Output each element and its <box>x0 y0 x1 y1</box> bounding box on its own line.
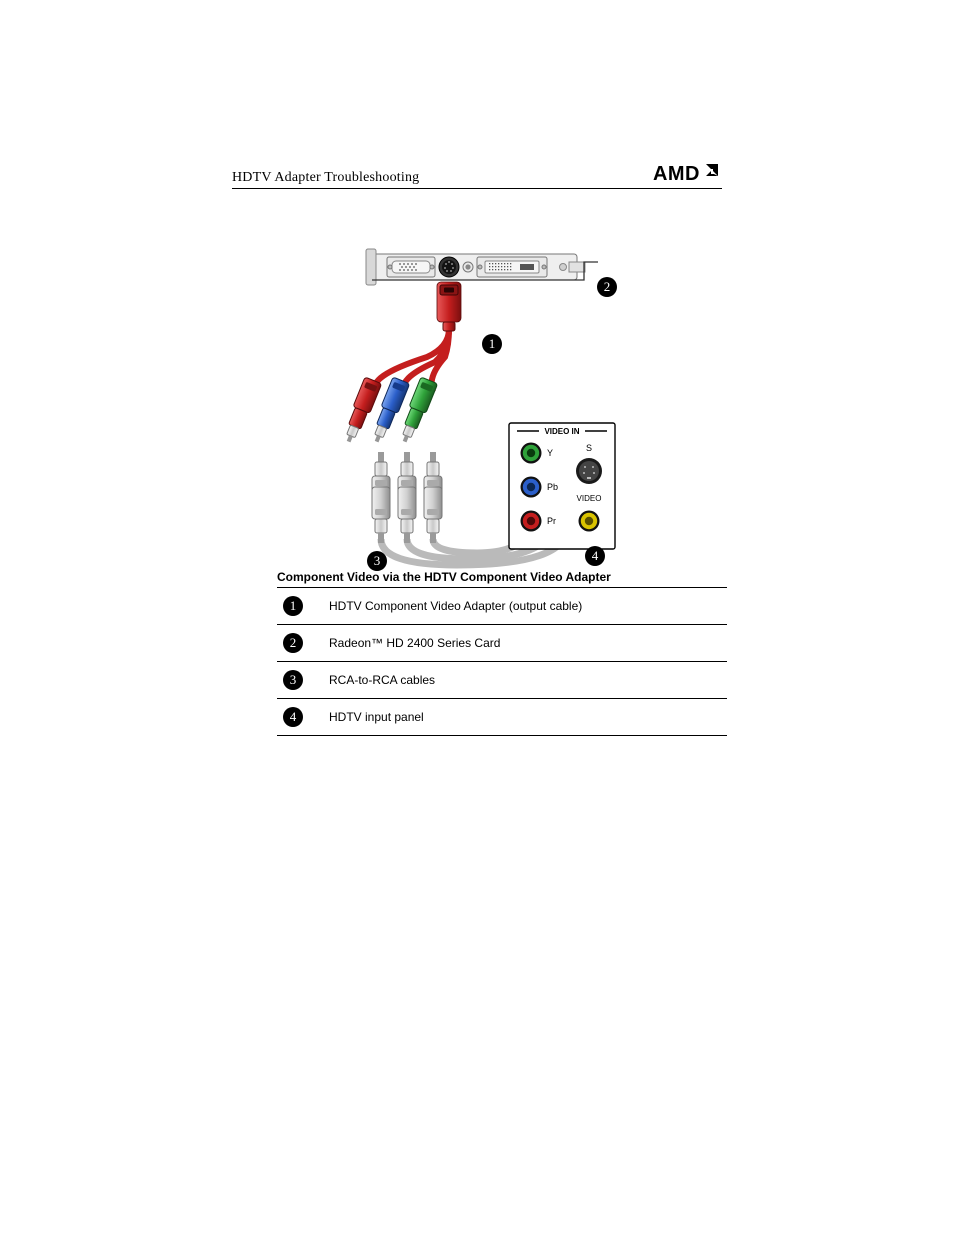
legend-label: Radeon™ HD 2400 Series Card <box>323 625 727 662</box>
card-bracket <box>366 249 598 285</box>
legend-num: 2 <box>283 633 303 653</box>
legend-table-area: Component Video via the HDTV Component V… <box>277 570 727 736</box>
legend-label: HDTV input panel <box>323 699 727 736</box>
panel-pb: Pb <box>547 482 558 492</box>
amd-logo-text: AMD <box>653 163 700 186</box>
callout-1: 1 <box>489 336 496 351</box>
panel-y: Y <box>547 448 553 458</box>
table-row: 3 RCA-to-RCA cables <box>277 662 727 699</box>
callout-4: 4 <box>592 548 599 563</box>
panel-pr: Pr <box>547 516 556 526</box>
legend-num: 3 <box>283 670 303 690</box>
callout-2: 2 <box>604 279 611 294</box>
legend-num: 1 <box>283 596 303 616</box>
legend-table: 1 HDTV Component Video Adapter (output c… <box>277 587 727 736</box>
amd-arrow-icon <box>702 160 722 180</box>
panel-video: VIDEO <box>577 494 602 503</box>
panel-s: S <box>586 443 592 453</box>
table-row: 1 HDTV Component Video Adapter (output c… <box>277 588 727 625</box>
legend-label: HDTV Component Video Adapter (output cab… <box>323 588 727 625</box>
panel-title: VIDEO IN <box>544 427 579 436</box>
table-row: 4 HDTV input panel <box>277 699 727 736</box>
header-left-text: HDTV Adapter Troubleshooting <box>232 170 419 188</box>
callout-3: 3 <box>374 553 381 568</box>
table-row: 2 Radeon™ HD 2400 Series Card <box>277 625 727 662</box>
legend-label: RCA-to-RCA cables <box>323 662 727 699</box>
header-right: AMD <box>653 160 722 188</box>
legend-num: 4 <box>283 707 303 727</box>
hdtv-panel: VIDEO IN Y Pb Pr S <box>509 423 615 549</box>
figure: VIDEO IN Y Pb Pr S <box>277 227 677 577</box>
figure-caption: Component Video via the HDTV Component V… <box>277 570 727 584</box>
